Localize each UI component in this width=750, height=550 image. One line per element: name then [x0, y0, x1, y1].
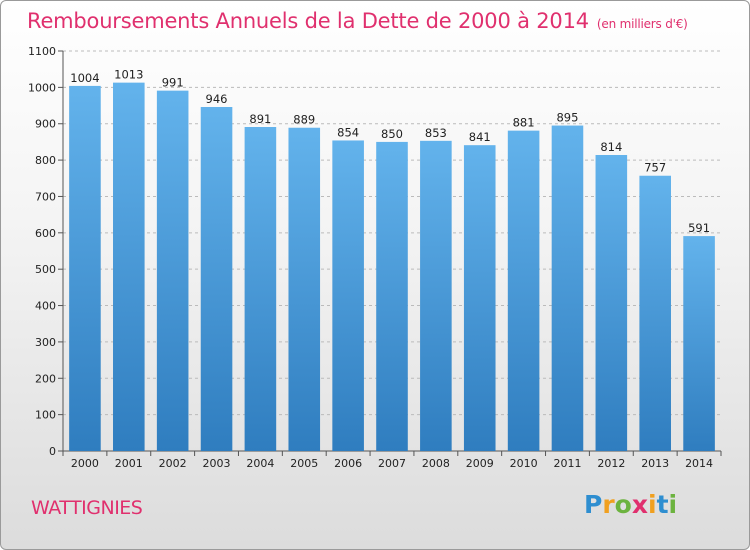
x-tick-label: 2003	[203, 457, 231, 470]
x-tick-label: 2011	[553, 457, 581, 470]
bar-value-label: 889	[293, 113, 315, 127]
bar-value-label: 854	[337, 125, 359, 139]
y-tick-label: 0	[49, 445, 56, 458]
y-tick-label: 700	[35, 190, 56, 203]
x-tick-label: 2014	[685, 457, 713, 470]
bar-value-label: 841	[469, 130, 491, 144]
bar-value-label: 991	[162, 76, 184, 90]
bar	[288, 127, 321, 452]
y-tick-label: 900	[35, 118, 56, 131]
chart-subtitle: (en milliers d'€)	[596, 17, 688, 31]
bar-value-label: 1004	[70, 71, 99, 85]
logo-letter: x	[631, 490, 648, 519]
logo-letter: i	[668, 490, 678, 519]
bar	[683, 236, 715, 451]
bar-value-label: 881	[513, 116, 535, 130]
bar	[463, 145, 496, 451]
x-tick-label: 2007	[378, 457, 406, 470]
logo-letter: i	[648, 490, 657, 519]
bar	[420, 140, 452, 451]
x-tick-label: 2013	[641, 457, 669, 470]
x-tick-label: 2010	[510, 457, 538, 470]
x-tick-label: 2008	[422, 457, 450, 470]
bars: 1004 1013 991 946 891 889 854 850 853 841 881 895 81…	[69, 68, 715, 452]
y-tick-label: 100	[35, 409, 56, 422]
bar-value-label: 895	[556, 111, 578, 125]
logo-letter: P	[584, 490, 603, 519]
bar	[113, 82, 145, 452]
logo-letter: r	[602, 490, 615, 519]
bar-value-label: 1013	[114, 68, 143, 82]
y-tick-label: 1000	[28, 81, 56, 94]
bar-value-label: 757	[644, 161, 666, 175]
y-tick-label: 600	[35, 227, 56, 240]
bar	[595, 155, 628, 451]
bar-value-label: 891	[249, 112, 271, 126]
y-tick-label: 500	[35, 263, 56, 276]
x-tick-label: 2000	[71, 457, 99, 470]
chart-title: Remboursements Annuels de la Dette de 20…	[27, 9, 688, 33]
bar-value-label: 946	[206, 92, 228, 106]
y-tick-label: 300	[35, 336, 56, 349]
y-tick-label: 400	[35, 300, 56, 313]
bar-value-label: 853	[425, 126, 447, 140]
logo-letter: t	[656, 490, 669, 519]
axes: 0 100 200 300 400 500 600 700 800 900 1000 1100 2000…	[28, 45, 722, 470]
bar-value-label: 850	[381, 127, 403, 141]
x-tick-label: 2012	[597, 457, 625, 470]
x-tick-label: 2001	[115, 457, 143, 470]
x-tick-label: 2004	[246, 457, 274, 470]
bar	[639, 175, 671, 451]
commune-name: WATTIGNIES	[31, 497, 143, 519]
bar	[200, 107, 233, 451]
bar	[156, 90, 189, 452]
chart-title-text: Remboursements Annuels de la Dette de 20…	[27, 9, 589, 33]
bar	[244, 127, 277, 451]
logo-letter: o	[614, 490, 632, 519]
x-tick-label: 2005	[290, 457, 318, 470]
bar-value-label: 814	[600, 140, 622, 154]
bar	[376, 141, 408, 451]
y-tick-label: 200	[35, 372, 56, 385]
proxiti-logo[interactable]: Proxiti	[584, 490, 677, 519]
bar-value-label: 591	[688, 221, 710, 235]
x-tick-label: 2009	[466, 457, 494, 470]
bar	[551, 125, 584, 451]
bar	[332, 140, 364, 452]
bar	[507, 130, 540, 452]
bar	[69, 85, 101, 451]
y-tick-label: 1100	[28, 45, 56, 58]
y-tick-label: 800	[35, 154, 56, 167]
x-tick-label: 2006	[334, 457, 362, 470]
x-tick-label: 2002	[159, 457, 187, 470]
